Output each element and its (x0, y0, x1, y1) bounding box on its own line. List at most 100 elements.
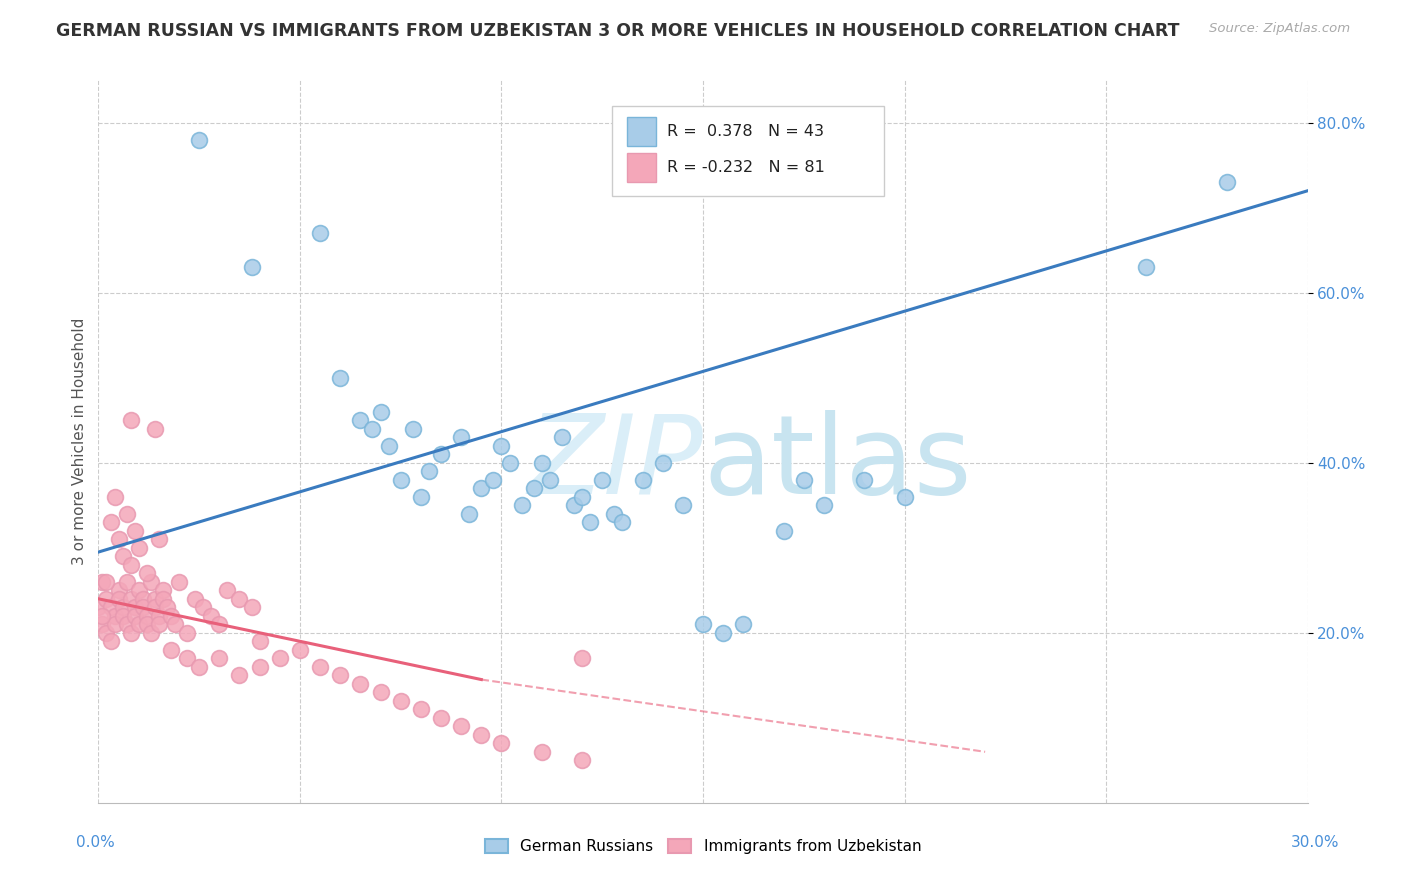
Point (288, 642, 311, 657)
Point (124, 600, 146, 615)
Point (389, 473, 412, 487)
Point (240, 260, 263, 275)
Point (389, 694, 412, 708)
Point (711, 625, 734, 640)
Point (160, 642, 183, 657)
Point (135, 617, 157, 632)
Point (176, 625, 198, 640)
Point (100, 516, 122, 530)
Point (103, 617, 125, 632)
Point (167, 574, 190, 589)
Point (813, 498, 835, 512)
Point (309, 227, 332, 241)
Text: ZIP: ZIP (527, 409, 703, 516)
Point (103, 608, 125, 623)
Point (107, 533, 129, 547)
Point (96, 574, 118, 589)
Point (571, 651, 593, 665)
Point (91, 574, 114, 589)
Point (692, 617, 714, 632)
Point (107, 591, 129, 606)
Point (579, 516, 602, 530)
Point (135, 566, 157, 581)
Point (612, 516, 634, 530)
Point (523, 481, 546, 495)
Point (458, 507, 481, 521)
Point (228, 668, 250, 682)
Point (631, 473, 654, 487)
Point (115, 617, 138, 632)
Point (128, 541, 150, 555)
Point (152, 583, 174, 598)
Point (115, 507, 138, 521)
Text: R =  0.378   N = 43: R = 0.378 N = 43 (666, 124, 824, 139)
Point (163, 617, 186, 632)
Point (193, 600, 215, 615)
Point (329, 668, 352, 682)
Point (208, 651, 231, 665)
Point (349, 677, 371, 691)
Point (91, 617, 114, 632)
Point (120, 413, 142, 427)
Point (91, 608, 114, 623)
Point (249, 634, 271, 648)
Point (111, 600, 134, 615)
Point (269, 651, 291, 665)
Point (402, 422, 425, 436)
Point (111, 549, 134, 564)
Point (100, 600, 122, 615)
Text: atlas: atlas (703, 409, 972, 516)
Point (103, 490, 125, 504)
Point (240, 600, 263, 615)
Point (893, 490, 915, 504)
Point (491, 736, 513, 750)
Point (249, 660, 271, 674)
Point (551, 430, 574, 444)
Point (200, 608, 222, 623)
Point (672, 498, 695, 512)
Text: R = -0.232   N = 81: R = -0.232 N = 81 (666, 161, 824, 175)
Point (152, 591, 174, 606)
Point (409, 490, 432, 504)
Point (111, 608, 134, 623)
Point (591, 473, 613, 487)
Point (793, 473, 815, 487)
Point (450, 719, 472, 733)
Point (349, 413, 371, 427)
Point (148, 533, 170, 547)
FancyBboxPatch shape (613, 105, 884, 196)
Point (418, 464, 440, 478)
Point (361, 422, 384, 436)
Point (160, 608, 183, 623)
FancyBboxPatch shape (627, 153, 655, 182)
Point (562, 498, 585, 512)
Point (132, 600, 155, 615)
Point (135, 608, 157, 623)
Point (188, 133, 211, 147)
Point (510, 498, 533, 512)
Point (176, 651, 198, 665)
Point (482, 473, 505, 487)
Point (430, 711, 453, 725)
Point (450, 430, 472, 444)
Point (132, 591, 155, 606)
Point (143, 422, 166, 436)
Text: 0.0%: 0.0% (76, 836, 115, 850)
Point (128, 617, 150, 632)
Point (430, 447, 453, 461)
Point (370, 405, 392, 419)
Point (143, 591, 166, 606)
Text: 30.0%: 30.0% (1291, 836, 1339, 850)
Point (772, 524, 794, 538)
Point (124, 524, 146, 538)
Point (120, 591, 142, 606)
Point (87, 600, 110, 615)
Point (107, 583, 129, 598)
Text: Source: ZipAtlas.com: Source: ZipAtlas.com (1209, 22, 1350, 36)
Point (148, 608, 170, 623)
Point (571, 490, 593, 504)
Point (470, 728, 492, 742)
Point (128, 583, 150, 598)
Point (120, 625, 142, 640)
Point (217, 583, 239, 598)
